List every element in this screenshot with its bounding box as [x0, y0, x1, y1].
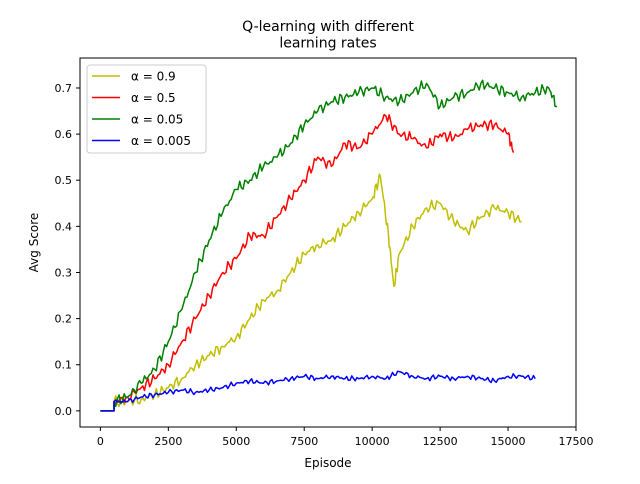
x-tick-label: 0: [97, 435, 104, 448]
series-line: [100, 79, 558, 412]
y-tick-label: 0.2: [55, 313, 73, 326]
x-tick-label: 17500: [559, 435, 594, 448]
axes-frame: [79, 57, 577, 428]
plot-lines: [100, 79, 558, 412]
y-tick-label: 0.7: [55, 82, 73, 95]
legend-label: α = 0.9: [131, 70, 176, 84]
x-tick-label: 15000: [491, 435, 526, 448]
legend-label: α = 0.5: [131, 91, 176, 105]
legend-label: α = 0.05: [131, 113, 183, 127]
legend-box: [86, 64, 207, 154]
x-axis-ticks: 0 2500 5000 7500 10000 12500 15000 17500: [97, 427, 594, 448]
chart-title-line: Q-learning with different: [242, 19, 414, 35]
x-axis-label: Episode: [304, 456, 351, 470]
series-line: [100, 173, 522, 412]
legend: α = 0.9 α = 0.5 α = 0.05 α = 0.005: [86, 64, 207, 154]
y-tick-label: 0.5: [55, 174, 73, 187]
chart-title-line: learning rates: [279, 36, 376, 52]
y-tick-label: 0.4: [55, 220, 73, 233]
legend-label: α = 0.005: [131, 134, 191, 148]
y-tick-label: 0.0: [55, 405, 73, 418]
legend-entries: α = 0.9 α = 0.5 α = 0.05 α = 0.005: [92, 70, 191, 148]
y-axis-ticks: 0.0 0.1 0.2 0.3 0.4 0.5 0.6 0.7: [55, 82, 80, 418]
x-tick-label: 12500: [423, 435, 458, 448]
chart-title: Q-learning with different learning rates: [242, 19, 414, 52]
y-tick-label: 0.6: [55, 128, 73, 141]
y-tick-label: 0.3: [55, 266, 73, 279]
series-line: [100, 370, 536, 412]
y-axis-label: Avg Score: [27, 213, 41, 273]
x-tick-label: 10000: [355, 435, 390, 448]
series-line: [100, 113, 515, 412]
y-tick-label: 0.1: [55, 359, 73, 372]
x-tick-label: 7500: [290, 435, 318, 448]
x-tick-label: 5000: [222, 435, 250, 448]
x-tick-label: 2500: [154, 435, 182, 448]
